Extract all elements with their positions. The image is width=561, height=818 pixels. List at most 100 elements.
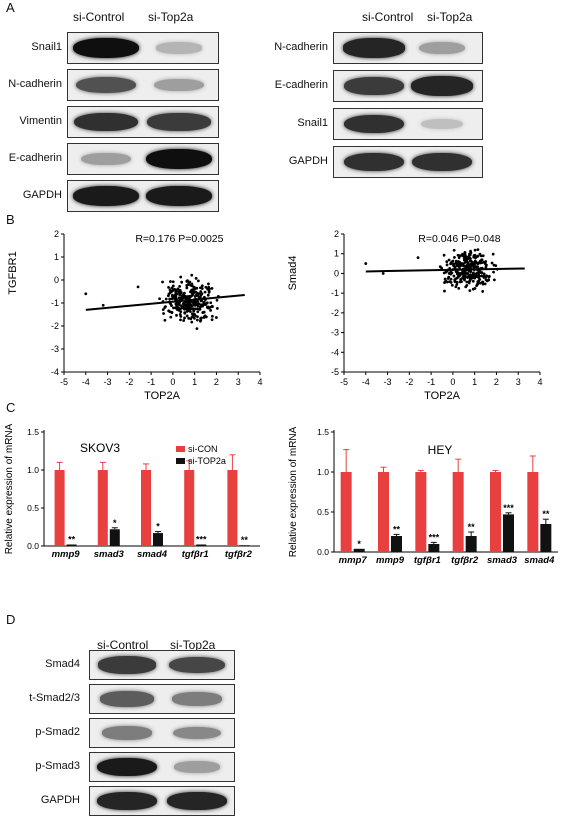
scatter-point [177, 296, 181, 300]
scatter-point [456, 275, 460, 279]
scatter-point [466, 272, 470, 275]
legend-swatch-si-top2a [176, 458, 185, 464]
x-tick-label: 2 [214, 377, 219, 387]
y-tick-label: 1.5 [317, 427, 329, 437]
y-tick-label: 1 [334, 249, 339, 259]
scatter-point [198, 307, 202, 311]
bar-si-con [340, 472, 352, 552]
scatter-point [477, 281, 480, 284]
scatter-point [205, 301, 209, 305]
scatter-point [447, 275, 451, 279]
blot-row-label: Snail1 [297, 117, 328, 129]
band-control [97, 791, 157, 811]
band-top2a [146, 185, 212, 207]
scatter-point [161, 308, 165, 312]
x-tick-label: 3 [236, 377, 241, 387]
regression-line [365, 267, 525, 273]
y-tick-label: -5 [331, 367, 339, 377]
lane-header-control: si-Control [362, 10, 414, 24]
scatter-point [487, 274, 491, 278]
bar-si-con [452, 472, 464, 552]
scatter-point [462, 262, 465, 266]
category-label: smad4 [524, 555, 555, 566]
scatter-point [482, 260, 486, 264]
scatter-point [191, 293, 195, 296]
blot-strip [89, 752, 235, 782]
y-tick-label: 1 [54, 252, 59, 262]
significance-mark: * [156, 522, 160, 532]
scatter-point [207, 290, 211, 294]
category-label: tgfβr2 [451, 555, 479, 566]
scatter-point [178, 313, 182, 316]
scatter-point [209, 301, 213, 305]
x-tick-label: 4 [537, 377, 542, 387]
category-label: mmp7 [339, 555, 368, 566]
scatter-point [453, 265, 457, 269]
scatter-point [196, 304, 200, 308]
bar-si-top2a [196, 544, 207, 546]
bar-si-top2a [540, 524, 552, 552]
blot-row-label: GAPDH [288, 155, 328, 167]
y-axis-label: Relative expression of mRNA [288, 426, 299, 557]
scatter-point [455, 261, 459, 264]
x-axis-label: TOP2A [424, 390, 461, 402]
scatter-point [171, 284, 175, 288]
scatter-point [461, 254, 464, 258]
scatter-point [190, 320, 194, 324]
scatter-point [464, 259, 468, 263]
scatter-point [447, 258, 451, 262]
scatter-point [471, 279, 475, 283]
scatter-point [473, 248, 477, 252]
scatter-point [474, 273, 477, 277]
significance-mark: ** [542, 509, 550, 519]
scatter-point [454, 285, 458, 289]
bar-si-con [97, 470, 108, 546]
scatter-point [490, 261, 494, 265]
scatter-point [136, 285, 140, 289]
x-tick-label: 1 [472, 377, 477, 387]
scatter-point [197, 292, 201, 296]
scatter-point [164, 305, 167, 309]
lane-header-top2a: si-Top2a [148, 10, 194, 24]
band-top2a [172, 692, 222, 706]
scatter-point [193, 314, 197, 317]
scatter-point [480, 271, 484, 274]
scatter-point [492, 278, 496, 282]
x-tick-label: -5 [60, 377, 68, 387]
scatter-point [469, 264, 472, 268]
scatter-point [459, 278, 463, 281]
lane-header-control: si-Control [97, 638, 149, 652]
scatter-point [443, 289, 446, 293]
y-tick-label: -2 [331, 308, 339, 318]
x-tick-label: -3 [104, 377, 112, 387]
y-axis-label: TGFBR1 [7, 251, 19, 294]
panel-letter-a: A [6, 0, 15, 15]
scatter-point [177, 306, 181, 310]
scatter-point [174, 288, 177, 292]
scatter-point [174, 295, 178, 298]
y-tick-label: 1.5 [27, 427, 39, 437]
bar-si-con [227, 470, 238, 546]
blot-strip [67, 32, 219, 64]
band-top2a [418, 41, 466, 55]
band-top2a [146, 148, 212, 170]
scatter-point [478, 259, 482, 263]
scatter-point [196, 307, 200, 311]
band-control [343, 114, 405, 134]
scatter-point [194, 276, 198, 280]
scatter-point [478, 252, 482, 256]
scatter-point [468, 289, 472, 293]
scatter-point [164, 297, 168, 301]
x-axis-label: TOP2A [144, 390, 181, 402]
scatter-point [210, 318, 214, 322]
scatter-point [186, 283, 190, 287]
scatter-point [193, 303, 197, 307]
scatter-point [469, 257, 472, 261]
scatter-point [449, 270, 453, 274]
significance-mark: * [357, 539, 361, 549]
regression-line [85, 293, 245, 311]
scatter-point [451, 259, 455, 263]
scatter-point [465, 284, 469, 287]
scatter-point [455, 264, 459, 268]
scatter-point [187, 296, 191, 300]
